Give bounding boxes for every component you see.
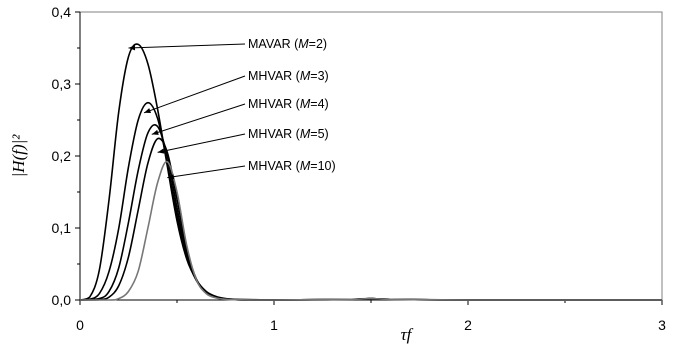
x-tick-label: 1 bbox=[270, 317, 278, 333]
series-line-2 bbox=[79, 101, 662, 301]
series-layer bbox=[79, 43, 662, 301]
y-tick-label: 0,2 bbox=[52, 148, 72, 164]
series-label-3: MHVAR (M=4) bbox=[248, 97, 329, 111]
y-tick-label: 0,4 bbox=[52, 4, 72, 20]
annotation-pointer-5 bbox=[167, 165, 246, 179]
annotation-pointer-2 bbox=[143, 75, 246, 114]
annotation-pointer-3 bbox=[151, 103, 246, 135]
annotation-arrowhead-3 bbox=[151, 129, 159, 135]
x-tick-label: 3 bbox=[658, 317, 666, 333]
x-axis-title: τf bbox=[401, 325, 414, 344]
series-label-4: MHVAR (M=5) bbox=[248, 127, 329, 141]
annotation-arrowhead-4 bbox=[157, 148, 165, 154]
series-line-5 bbox=[79, 160, 662, 301]
y-tick-label: 0,1 bbox=[52, 220, 72, 236]
annotation-arrowhead-5 bbox=[167, 174, 175, 180]
x-tick-label: 0 bbox=[76, 317, 84, 333]
y-axis-title: |H(f)|² bbox=[9, 134, 28, 178]
x-tick-label: 2 bbox=[464, 317, 472, 333]
series-label-5: MHVAR (M=10) bbox=[248, 159, 336, 173]
series-label-2: MHVAR (M=3) bbox=[248, 69, 329, 83]
y-tick-label: 0,3 bbox=[52, 76, 72, 92]
axis-titles: τf |H(f)|² bbox=[9, 134, 414, 344]
y-tick-label: 0,0 bbox=[52, 292, 72, 308]
annotation-arrowhead-2 bbox=[144, 108, 152, 114]
series-label-1: MAVAR (M=2) bbox=[248, 37, 327, 51]
annotation-pointer-4 bbox=[157, 133, 246, 153]
annotation-arrowhead-1 bbox=[128, 45, 136, 51]
annotations: MAVAR (M=2) MHVAR (M=3) MHVAR (M=4) MHVAR (… bbox=[128, 37, 336, 180]
annotation-pointer-1 bbox=[128, 43, 246, 49]
series-line-1 bbox=[79, 43, 662, 301]
axis-ticks: 0,0 0,1 0,2 0,3 0,4 0 1 2 3 bbox=[52, 4, 667, 333]
